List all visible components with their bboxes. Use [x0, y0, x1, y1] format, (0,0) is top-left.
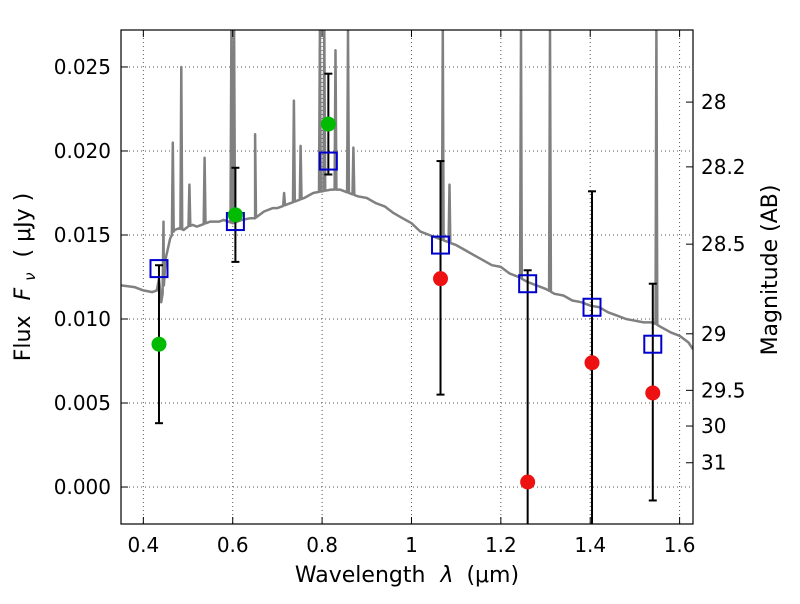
x-tick-label: 0.6: [217, 533, 249, 557]
y-tick-label: 0.015: [54, 223, 111, 247]
magnitude-tick-label: 30: [701, 414, 726, 438]
observed-flux-point: [433, 271, 449, 287]
spectrum-line: [121, 30, 693, 350]
magnitude-axis-ticks: 28 28.2 28.5 29 29.5 30 31: [686, 90, 746, 475]
magnitude-tick-label: 29: [701, 322, 726, 346]
x-tick-label: 1.6: [664, 533, 696, 557]
grid-lines: [121, 30, 693, 524]
observed-flux-point: [227, 207, 243, 223]
observed-flux-point: [520, 474, 536, 490]
plot-frame: [120, 29, 694, 525]
x-tick-label: 0.4: [127, 533, 159, 557]
observed-flux-point: [151, 336, 167, 352]
observed-flux-point: [584, 355, 600, 371]
model-photometry-box: [431, 235, 451, 255]
y-tick-label: 0.010: [54, 307, 111, 331]
model-photometry-box: [318, 151, 338, 171]
y-tick-label: 0.025: [54, 55, 111, 79]
x-tick-label: 1: [405, 533, 418, 557]
x-tick-label: 0.8: [306, 533, 338, 557]
model-photometry-box: [582, 297, 602, 317]
model-spectrum: [121, 30, 693, 350]
x-axis-label: Wavelength λ (μm): [295, 563, 519, 588]
magnitude-tick-label: 29.5: [701, 378, 746, 402]
model-photometry-box: [643, 334, 663, 354]
model-photometry-box: [149, 259, 169, 279]
x-tick-label: 1.2: [485, 533, 517, 557]
y-axis-label-left: Flux F ν ( μJy ): [11, 193, 41, 361]
model-photometry-box: [518, 274, 538, 294]
y-tick-label: 0.005: [54, 391, 111, 415]
observed-flux-point: [645, 385, 661, 401]
magnitude-tick-label: 28: [701, 90, 726, 114]
y-tick-label: 0.020: [54, 139, 111, 163]
magnitude-tick-label: 28.2: [701, 155, 746, 179]
y-tick-label: 0.000: [54, 475, 111, 499]
photometry-points: [149, 72, 663, 524]
y-axis-ticks: 0.000 0.005 0.010 0.015 0.020 0.025: [54, 55, 128, 499]
magnitude-tick-label: 31: [701, 451, 726, 475]
magnitude-tick-label: 28.5: [701, 232, 746, 256]
y-axis-label-right: Magnitude (AB): [758, 185, 783, 356]
observed-flux-point: [320, 116, 336, 132]
x-axis-ticks: 0.4 0.6 0.8 1 1.2 1.4 1.6: [127, 30, 696, 557]
x-tick-label: 1.4: [574, 533, 606, 557]
